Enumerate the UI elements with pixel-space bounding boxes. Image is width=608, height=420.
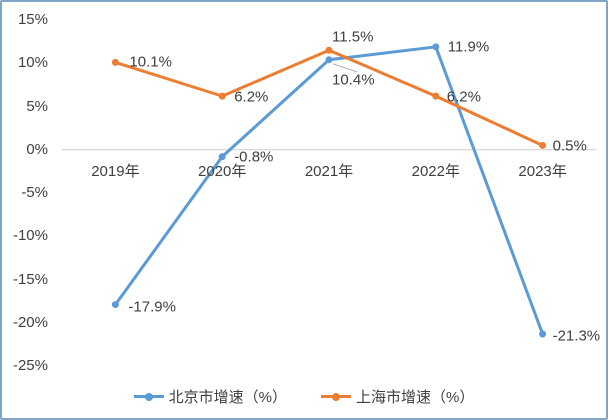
x-axis-category-label: 2019年 (91, 163, 140, 180)
y-axis-tick-label: 10% (17, 54, 48, 72)
data-label: -0.8% (234, 148, 274, 166)
y-axis-tick-label: 5% (26, 97, 48, 115)
data-label: 11.5% (332, 28, 374, 46)
x-axis-category-label: 2023年 (518, 163, 567, 180)
y-axis-tick-label: -10% (12, 227, 48, 245)
legend-item: 上海市增速（%） (321, 386, 474, 407)
data-label: 11.9% (447, 38, 490, 56)
data-point-marker (325, 46, 333, 54)
data-label: 6.2% (446, 88, 481, 106)
y-axis-tick-label: 15% (17, 11, 48, 28)
data-label: 0.5% (552, 137, 587, 155)
legend-line-marker-icon (321, 392, 351, 402)
legend: 北京市增速（%） 上海市增速（%） (2, 386, 606, 407)
data-point-marker (539, 141, 547, 149)
legend-label: 北京市增速（%） (168, 389, 287, 406)
x-axis-category-label: 2022年 (411, 163, 460, 180)
legend-label: 上海市增速（%） (356, 389, 475, 406)
data-label: 6.2% (234, 88, 269, 106)
data-label: 10.4% (332, 71, 375, 89)
legend-line-marker-icon (133, 392, 164, 402)
x-axis-category-label: 2020年 (198, 163, 247, 180)
data-label: -21.3% (552, 327, 601, 345)
x-axis-category-label: 2021年 (304, 163, 354, 180)
data-label: -17.9% (128, 298, 176, 316)
legend-dot (144, 392, 153, 401)
data-point-marker (218, 92, 226, 100)
data-point-marker (539, 330, 547, 338)
y-axis-tick-label: -20% (12, 313, 48, 331)
y-axis-tick-label: 0% (26, 140, 48, 158)
y-axis-tick-label: -5% (21, 184, 48, 201)
data-point-marker (325, 56, 333, 64)
data-point-marker (432, 43, 440, 51)
data-point-marker (432, 92, 440, 100)
legend-item: 北京市增速（%） (133, 386, 287, 407)
legend-dot (332, 392, 340, 401)
y-axis-tick-label: -25% (12, 357, 48, 374)
data-point-marker (218, 153, 226, 161)
data-point-marker (111, 58, 119, 66)
y-axis-tick-label: -15% (12, 270, 48, 288)
label-leader-line (332, 63, 358, 73)
data-label: 10.1% (129, 53, 172, 71)
data-point-marker (111, 301, 119, 309)
